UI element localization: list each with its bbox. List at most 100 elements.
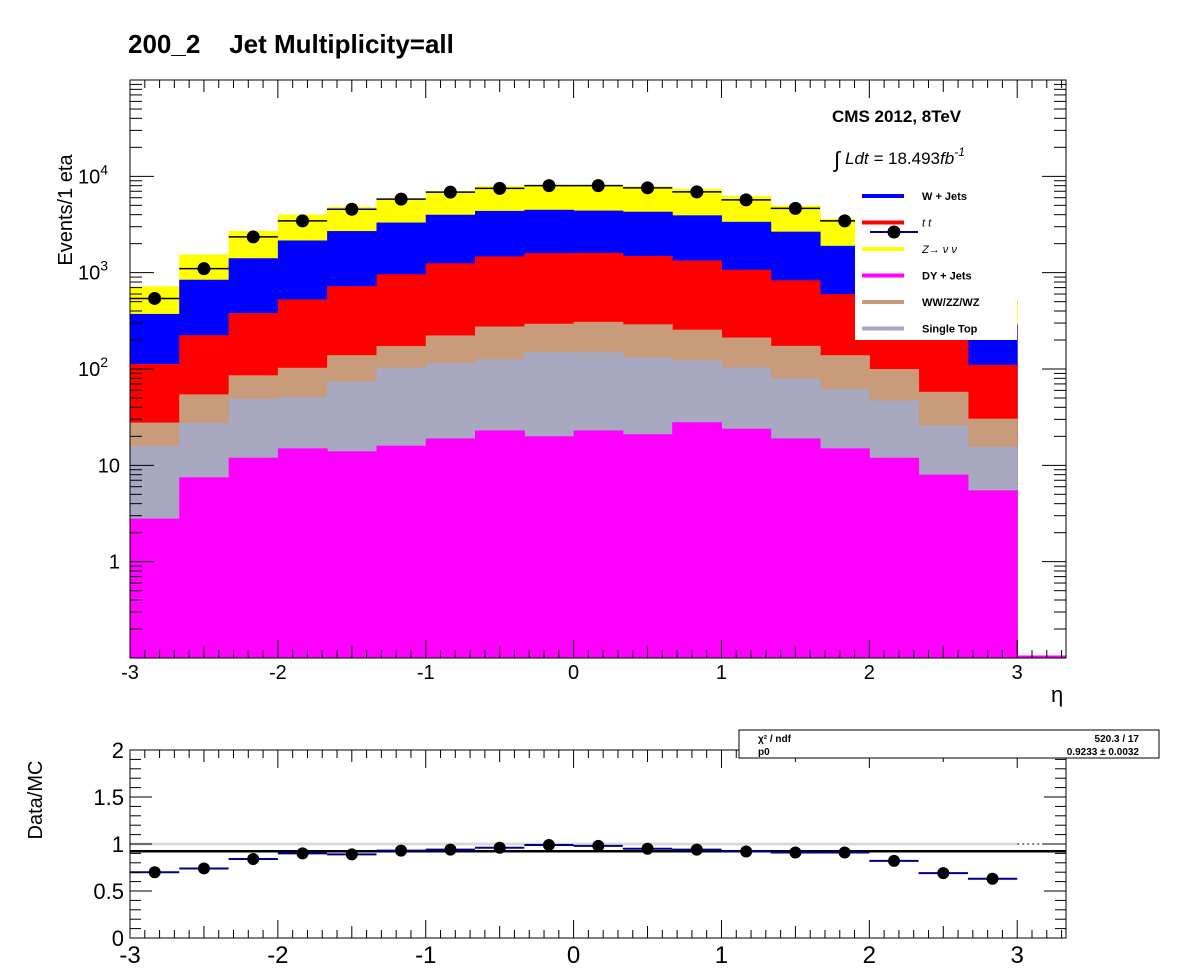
ratio-point [789,846,802,859]
data-point [690,185,704,199]
ratio-point [395,844,408,857]
ratio-x-tick-label: 0 [567,942,580,969]
ratio-x-tick-label: 2 [863,942,876,969]
data-point [591,179,605,193]
ratio-point [345,848,358,861]
bar-dyjets [573,430,624,658]
bar-dyjets [967,490,1018,658]
bar-dyjets [376,445,427,658]
integral-symbol: ∫ [832,147,842,172]
bar-dyjets [918,474,969,658]
legend-label-dyjets: DY + Jets [922,271,972,283]
chi2-label: χ² / ndf [758,734,792,745]
bar-dyjets [425,438,476,658]
data-point [542,179,556,193]
ratio-point [542,838,555,851]
y-tick-label: 103 [78,258,108,285]
y-tick-exponent: 2 [100,354,108,370]
lumi-text: Ldt = 18.493fb-1 [845,145,965,168]
ratio-point [296,847,309,860]
data-point [246,230,260,244]
ratio-point [592,839,605,852]
legend-label-wjets: W + Jets [922,191,967,203]
y-tick-label: 102 [78,354,108,381]
bar-dyjets [524,436,575,658]
data-point [788,201,802,215]
bar-dyjets [820,448,870,658]
y-tick-exponent: 3 [100,258,108,274]
data-point [148,291,162,305]
data-point [394,192,408,206]
legend-label-singletop: Single Top [922,324,978,336]
ratio-plot [130,838,1066,885]
stacked-histogram [130,184,1066,659]
legend-label-ttbar: t t [922,218,932,230]
data-point [345,202,359,216]
bar-dyjets [228,457,279,658]
ratio-point [444,843,457,856]
p0-value: 0.9233 ± 0.0032 [1067,747,1140,758]
ratio-x-tick-label: 1 [715,942,728,969]
chi2-value: 520.3 / 17 [1095,734,1140,745]
data-point [493,181,507,195]
ratio-point [641,842,654,855]
data-point [641,181,655,195]
ratio-point [740,845,753,858]
ratio-x-tick-label: -1 [415,942,436,969]
ratio-point [148,866,161,879]
ratio-y-tick-label: 2 [112,738,124,763]
ratio-point [937,867,950,880]
y-tick-label: 104 [78,161,108,188]
chart-title: 200_2 Jet Multiplicity=all [128,29,454,59]
x-tick-label: -3 [121,662,139,684]
bar-dyjets [179,477,230,658]
bar-dyjets [622,434,673,658]
y-axis-label: Events/1 eta [55,154,77,266]
x-axis-label: η [1051,682,1063,707]
ratio-y-tick-label: 1.5 [93,785,124,810]
bar-dyjets [327,451,377,658]
legend: W + Jets t t Z→ ν ν DY + Jets WW/ZZ/WZ Single… [855,183,1017,340]
ratio-y-tick-label: 0.5 [93,879,124,904]
y-tick-base: 10 [78,359,100,381]
lumi-unit: fb [940,149,954,168]
fit-box-frame [738,729,1160,759]
y-tick-exponent: 4 [100,161,108,177]
bar-dyjets [770,438,821,658]
x-tick-label: 2 [864,662,875,684]
ratio-point [690,843,703,856]
x-tick-label: 1 [716,662,727,684]
ratio-point [986,872,999,885]
lumi-label: ∫ Ldt = 18.493fb-1 [832,145,965,172]
x-tick-label: 3 [1012,662,1023,684]
legend-data-marker [887,225,901,239]
ratio-point [888,854,901,867]
data-point [295,214,309,228]
y-tick-base: 10 [78,166,100,188]
ratio-y-tick-label: 0 [112,926,124,951]
ratio-y-axis-label: Data/MC [25,761,47,840]
mc-uncertainty-band [130,842,1018,846]
data-point [838,214,852,228]
fit-stats-box: χ² / ndf 520.3 / 17 p0 0.9233 ± 0.0032 [738,729,1160,759]
y-tick-label: 10 [98,455,120,477]
bar-dyjets [277,448,328,658]
lower-axes: 0 0.5 1 1.5 2 -3 -2 -1 0 1 2 3 [93,738,1066,969]
bar-dyjets [721,428,772,658]
ratio-point [838,846,851,859]
x-tick-label: -2 [269,662,287,684]
x-tick-label: -1 [417,662,435,684]
p0-label: p0 [758,747,770,758]
ratio-point [247,853,260,866]
lumi-prefix: Ldt = [845,149,888,168]
lumi-value: 18.493 [888,149,940,168]
legend-background [855,183,1017,340]
data-point [443,185,457,199]
bar-dyjets [672,422,722,658]
x-tick-label: 0 [568,662,579,684]
ratio-point [493,841,506,854]
data-point [739,193,753,207]
bar-dyjets [869,457,920,658]
